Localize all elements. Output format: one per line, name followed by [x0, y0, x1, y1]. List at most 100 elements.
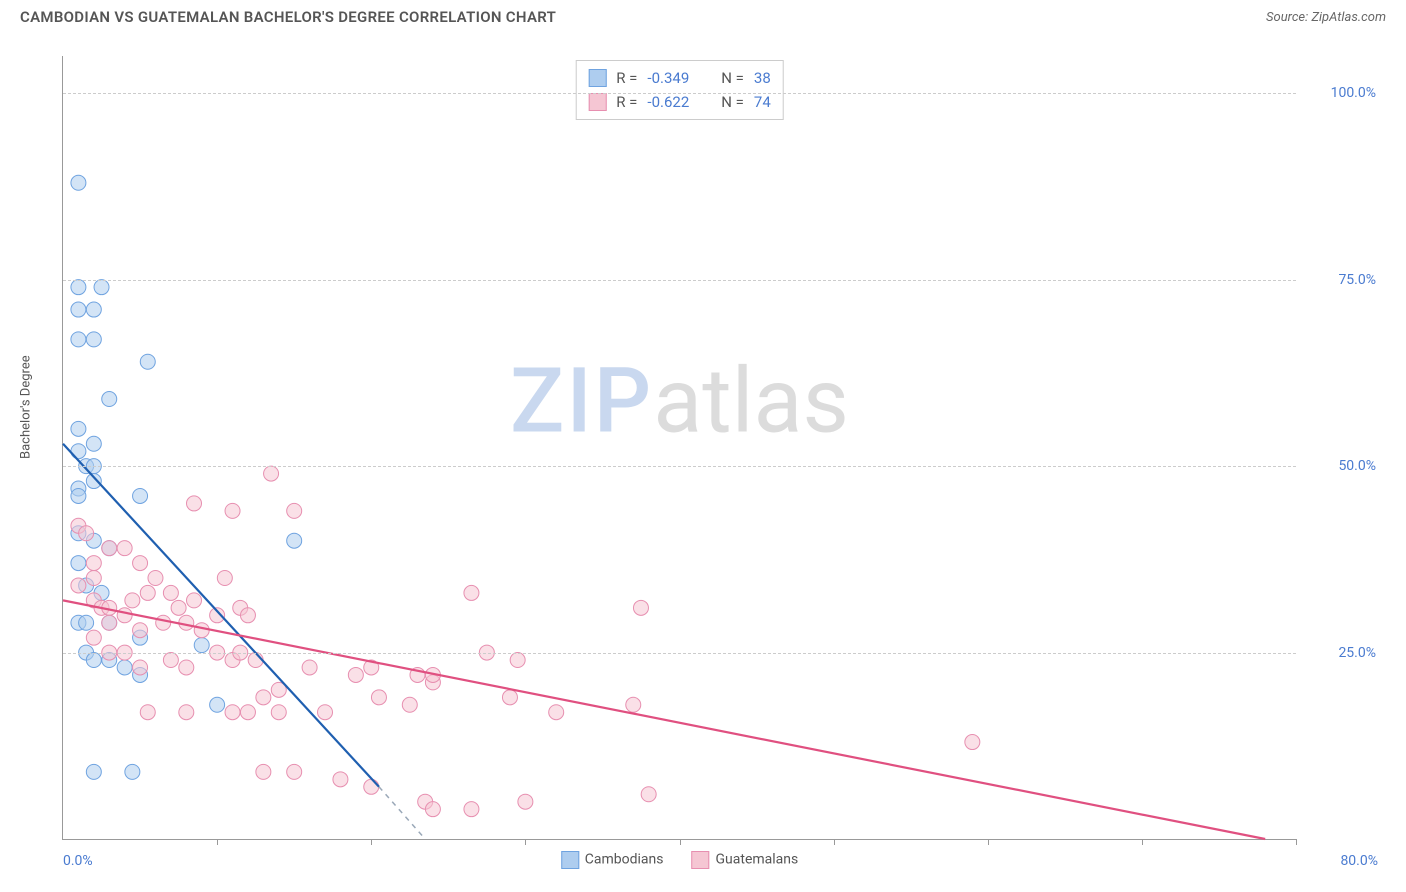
x-tick [680, 839, 681, 845]
x-tick [834, 839, 835, 845]
data-point [133, 488, 148, 503]
data-point [502, 690, 517, 705]
data-point [140, 354, 155, 369]
stat-n-value: 38 [754, 66, 771, 90]
data-point [148, 571, 163, 586]
data-point [133, 623, 148, 638]
data-point [86, 764, 101, 779]
gridline [63, 466, 1296, 467]
x-tick [988, 839, 989, 845]
legend-item: Cambodians [561, 851, 664, 869]
data-point [626, 697, 641, 712]
data-point [86, 302, 101, 317]
data-point [125, 593, 140, 608]
data-point [71, 578, 86, 593]
series-swatch [588, 93, 606, 111]
data-point [71, 302, 86, 317]
data-point [79, 526, 94, 541]
data-point [125, 764, 140, 779]
data-point [86, 653, 101, 668]
chart-container: Bachelor's Degree ZIPatlas R = -0.349N =… [20, 38, 1386, 880]
data-point [194, 638, 209, 653]
data-point [71, 280, 86, 295]
data-point [240, 705, 255, 720]
legend-bottom: Cambodians Guatemalans [561, 851, 798, 869]
data-point [194, 623, 209, 638]
data-point [102, 615, 117, 630]
data-point [217, 571, 232, 586]
data-point [240, 608, 255, 623]
plot-area: ZIPatlas R = -0.349N = 38R = -0.622N = 7… [62, 56, 1296, 840]
stat-r-label: R = [616, 66, 637, 90]
series-swatch [588, 69, 606, 87]
data-point [225, 503, 240, 518]
data-point [140, 585, 155, 600]
data-point [86, 571, 101, 586]
data-point [94, 280, 109, 295]
data-point [102, 541, 117, 556]
data-point [71, 175, 86, 190]
data-point [348, 667, 363, 682]
stats-legend-box: R = -0.349N = 38R = -0.622N = 74 [575, 60, 784, 120]
data-point [256, 690, 271, 705]
data-point [402, 697, 417, 712]
data-point [318, 705, 333, 720]
data-point [117, 541, 132, 556]
data-point [71, 556, 86, 571]
data-point [225, 705, 240, 720]
stat-r-value: -0.349 [647, 66, 689, 90]
gridline [63, 280, 1296, 281]
data-point [333, 772, 348, 787]
source-label: Source: [1266, 10, 1311, 25]
y-tick-label: 25.0% [1306, 645, 1376, 661]
data-point [71, 488, 86, 503]
data-point [518, 794, 533, 809]
data-point [371, 690, 386, 705]
data-point [86, 332, 101, 347]
data-point [117, 660, 132, 675]
x-axis-min-label: 0.0% [63, 853, 93, 869]
data-point [163, 585, 178, 600]
data-point [302, 660, 317, 675]
data-point [171, 600, 186, 615]
data-point [271, 705, 286, 720]
legend-item: Guatemalans [691, 851, 798, 869]
x-tick [371, 839, 372, 845]
y-tick-label: 50.0% [1306, 458, 1376, 474]
data-point [79, 615, 94, 630]
legend-swatch [691, 851, 709, 869]
trend-line [63, 600, 1265, 839]
data-point [287, 764, 302, 779]
chart-title: CAMBODIAN VS GUATEMALAN BACHELOR'S DEGRE… [20, 8, 556, 26]
data-point [133, 660, 148, 675]
data-point [965, 735, 980, 750]
data-point [641, 787, 656, 802]
data-point [287, 533, 302, 548]
y-tick-label: 100.0% [1306, 85, 1376, 101]
legend-swatch [561, 851, 579, 869]
stat-n-label: N = [721, 66, 744, 90]
data-point [71, 332, 86, 347]
data-point [633, 600, 648, 615]
data-point [464, 585, 479, 600]
legend-label: Guatemalans [715, 852, 798, 868]
data-point [102, 392, 117, 407]
trend-line-extrapolated [379, 787, 425, 839]
data-point [287, 503, 302, 518]
x-tick [1296, 839, 1297, 845]
data-point [425, 802, 440, 817]
data-point [86, 436, 101, 451]
data-point [256, 764, 271, 779]
source-attribution: Source: ZipAtlas.com [1266, 10, 1386, 25]
source-name: ZipAtlas.com [1311, 10, 1386, 25]
gridline [63, 93, 1296, 94]
data-point [364, 779, 379, 794]
data-point [464, 802, 479, 817]
data-point [549, 705, 564, 720]
data-point [187, 593, 202, 608]
data-point [117, 608, 132, 623]
data-point [179, 660, 194, 675]
gridline [63, 653, 1296, 654]
data-point [179, 705, 194, 720]
y-tick-label: 75.0% [1306, 272, 1376, 288]
